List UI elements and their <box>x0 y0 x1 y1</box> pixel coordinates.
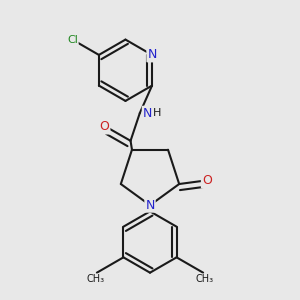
Text: CH₃: CH₃ <box>196 274 214 284</box>
Text: H: H <box>153 108 162 118</box>
Text: N: N <box>147 48 157 62</box>
Text: O: O <box>202 174 212 188</box>
Text: N: N <box>143 107 152 120</box>
Text: CH₃: CH₃ <box>86 274 104 284</box>
Text: Cl: Cl <box>67 34 78 45</box>
Text: O: O <box>100 121 110 134</box>
Text: N: N <box>145 199 155 212</box>
